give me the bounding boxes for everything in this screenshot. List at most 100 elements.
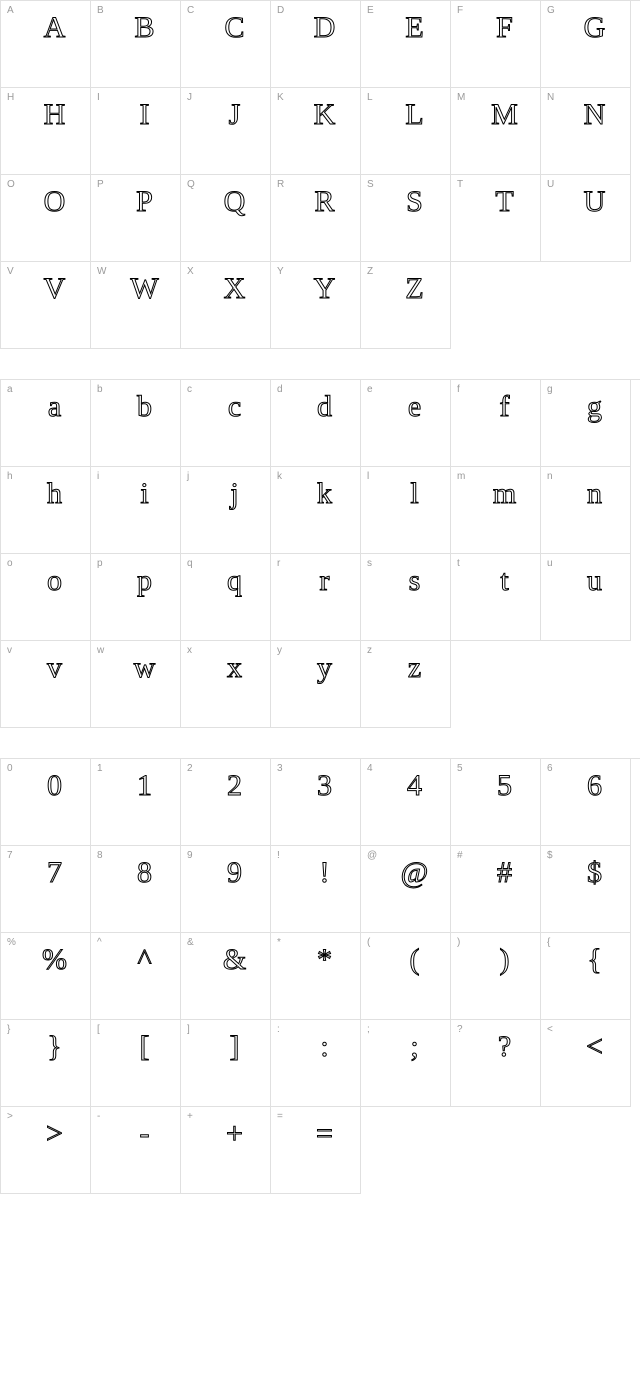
glyph-cell[interactable]: YY <box>271 262 361 349</box>
glyph-cell[interactable]: TT <box>451 175 541 262</box>
glyph-cell[interactable]: JJ <box>181 88 271 175</box>
glyph-cell[interactable]: {{ <box>541 933 631 1020</box>
glyph-cell[interactable]: gg <box>541 380 631 467</box>
glyph-cell[interactable]: << <box>541 1020 631 1107</box>
glyph-cell[interactable]: 88 <box>91 846 181 933</box>
glyph-cell[interactable]: VV <box>1 262 91 349</box>
glyph-cell[interactable]: hh <box>1 467 91 554</box>
glyph-cell[interactable]: }} <box>1 1020 91 1107</box>
glyph-cell[interactable]: oo <box>1 554 91 641</box>
glyph-label: 4 <box>367 763 373 774</box>
glyph-display: h <box>25 479 84 509</box>
glyph-cell[interactable]: KK <box>271 88 361 175</box>
glyph-cell[interactable]: ]] <box>181 1020 271 1107</box>
glyph-cell[interactable]: EE <box>361 1 451 88</box>
glyph-cell[interactable]: HH <box>1 88 91 175</box>
glyph-cell[interactable]: ;; <box>361 1020 451 1107</box>
glyph-cell[interactable]: zz <box>361 641 451 728</box>
glyph-cell[interactable]: %% <box>1 933 91 1020</box>
glyph-cell[interactable]: :: <box>271 1020 361 1107</box>
glyph-cell[interactable]: kk <box>271 467 361 554</box>
glyph-cell[interactable]: 44 <box>361 759 451 846</box>
glyph-label: b <box>97 384 103 395</box>
glyph-label: k <box>277 471 282 482</box>
glyph-cell[interactable]: 77 <box>1 846 91 933</box>
glyph-cell[interactable]: !! <box>271 846 361 933</box>
glyph-cell[interactable]: ww <box>91 641 181 728</box>
glyph-cell[interactable]: ?? <box>451 1020 541 1107</box>
glyph-cell[interactable]: ff <box>451 380 541 467</box>
glyph-cell[interactable]: aa <box>1 380 91 467</box>
glyph-cell[interactable]: ss <box>361 554 451 641</box>
glyph-label: X <box>187 266 194 277</box>
glyph-cell[interactable]: 11 <box>91 759 181 846</box>
glyph-label: & <box>187 937 194 948</box>
glyph-display: U <box>565 187 624 217</box>
glyph-cell[interactable]: PP <box>91 175 181 262</box>
glyph-cell[interactable]: OO <box>1 175 91 262</box>
glyph-cell[interactable]: ll <box>361 467 451 554</box>
glyph-cell[interactable]: cc <box>181 380 271 467</box>
glyph-cell[interactable]: mm <box>451 467 541 554</box>
glyph-cell[interactable]: 99 <box>181 846 271 933</box>
glyph-cell[interactable]: WW <box>91 262 181 349</box>
glyph-cell[interactable]: xx <box>181 641 271 728</box>
glyph-display: 1 <box>115 771 174 801</box>
glyph-cell[interactable]: tt <box>451 554 541 641</box>
glyph-cell[interactable]: uu <box>541 554 631 641</box>
glyph-display: H <box>25 100 84 130</box>
empty-cell <box>541 1107 631 1193</box>
glyph-cell[interactable]: GG <box>541 1 631 88</box>
glyph-cell[interactable]: 55 <box>451 759 541 846</box>
glyph-cell[interactable]: [[ <box>91 1020 181 1107</box>
glyph-cell[interactable]: ** <box>271 933 361 1020</box>
glyph-cell[interactable]: DD <box>271 1 361 88</box>
glyph-cell[interactable]: MM <box>451 88 541 175</box>
glyph-cell[interactable]: ZZ <box>361 262 451 349</box>
glyph-cell[interactable]: UU <box>541 175 631 262</box>
glyph-cell[interactable]: rr <box>271 554 361 641</box>
glyph-label: N <box>547 92 554 103</box>
glyph-cell[interactable]: jj <box>181 467 271 554</box>
glyph-cell[interactable]: (( <box>361 933 451 1020</box>
section-uppercase: AABBCCDDEEFFGG HHIIJJKKLLMMNN OOPPQQRRSSTT… <box>0 0 640 349</box>
glyph-cell[interactable]: 22 <box>181 759 271 846</box>
glyph-cell[interactable]: RR <box>271 175 361 262</box>
glyph-cell[interactable]: )) <box>451 933 541 1020</box>
glyph-cell[interactable]: BB <box>91 1 181 88</box>
glyph-label: V <box>7 266 14 277</box>
glyph-cell[interactable]: FF <box>451 1 541 88</box>
glyph-cell[interactable]: ee <box>361 380 451 467</box>
glyph-cell[interactable]: AA <box>1 1 91 88</box>
glyph-cell[interactable]: vv <box>1 641 91 728</box>
glyph-cell[interactable]: yy <box>271 641 361 728</box>
glyph-cell[interactable]: -- <box>91 1107 181 1194</box>
glyph-cell[interactable]: ii <box>91 467 181 554</box>
glyph-cell[interactable]: @@ <box>361 846 451 933</box>
glyph-cell[interactable]: CC <box>181 1 271 88</box>
glyph-cell[interactable]: qq <box>181 554 271 641</box>
glyph-cell[interactable]: dd <box>271 380 361 467</box>
glyph-display: : <box>295 1032 354 1062</box>
glyph-cell[interactable]: >> <box>1 1107 91 1194</box>
glyph-cell[interactable]: == <box>271 1107 361 1194</box>
glyph-cell[interactable]: ## <box>451 846 541 933</box>
glyph-cell[interactable]: ^^ <box>91 933 181 1020</box>
glyph-cell[interactable]: QQ <box>181 175 271 262</box>
glyph-cell[interactable]: 00 <box>1 759 91 846</box>
glyph-cell[interactable]: bb <box>91 380 181 467</box>
glyph-cell[interactable]: 33 <box>271 759 361 846</box>
glyph-cell[interactable]: XX <box>181 262 271 349</box>
glyph-cell[interactable]: ++ <box>181 1107 271 1194</box>
glyph-cell[interactable]: SS <box>361 175 451 262</box>
glyph-cell[interactable]: II <box>91 88 181 175</box>
glyph-cell[interactable]: LL <box>361 88 451 175</box>
glyph-cell[interactable]: NN <box>541 88 631 175</box>
glyph-cell[interactable]: $$ <box>541 846 631 933</box>
glyph-cell[interactable]: pp <box>91 554 181 641</box>
glyph-cell[interactable]: nn <box>541 467 631 554</box>
glyph-cell[interactable]: 66 <box>541 759 631 846</box>
glyph-display: n <box>565 479 624 509</box>
glyph-cell[interactable]: && <box>181 933 271 1020</box>
glyph-display: v <box>25 653 84 683</box>
